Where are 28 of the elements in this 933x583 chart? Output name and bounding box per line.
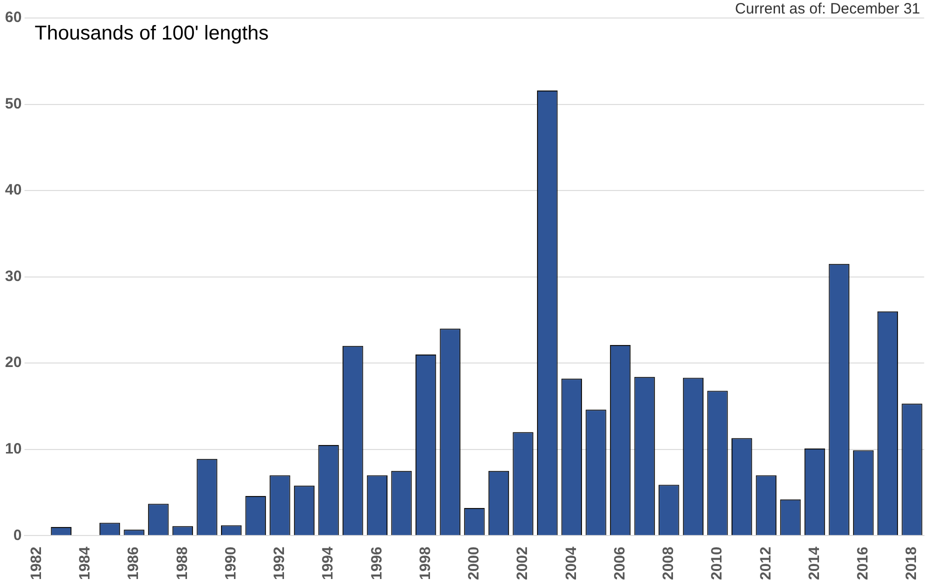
y-axis-title: Thousands of 100' lengths bbox=[34, 22, 269, 45]
x-tick-label: 1990 bbox=[222, 546, 240, 580]
x-tick-label: 2002 bbox=[514, 546, 532, 580]
x-tick-label: 1982 bbox=[28, 546, 45, 580]
x-tick-label: 1992 bbox=[271, 546, 288, 580]
y-tick-label: 10 bbox=[4, 440, 22, 458]
x-tick-label: 2014 bbox=[806, 546, 823, 580]
x-tick-label: 2010 bbox=[708, 546, 726, 580]
x-tick-label: 1988 bbox=[174, 546, 191, 580]
y-tick-label: 60 bbox=[4, 9, 22, 26]
text: Current as of: December 31 bbox=[735, 0, 920, 18]
y-tick-label: 0 bbox=[13, 526, 22, 544]
x-tick-label: 2006 bbox=[611, 546, 628, 580]
x-tick-label: 1986 bbox=[125, 546, 142, 580]
x-tick-label: 2018 bbox=[903, 546, 920, 580]
y-tick-label: 20 bbox=[4, 354, 22, 372]
x-tick-label: 2000 bbox=[466, 546, 483, 580]
x-tick-label: 2008 bbox=[660, 546, 678, 580]
x-tick-label: 2016 bbox=[854, 546, 872, 580]
x-tick-label: 2004 bbox=[562, 546, 580, 580]
y-tick-label: 30 bbox=[4, 268, 22, 285]
x-tick-label: 1996 bbox=[368, 546, 386, 580]
y-tick-label: 40 bbox=[4, 182, 22, 199]
y-tick-label: 50 bbox=[4, 95, 22, 112]
x-tick-label: 1994 bbox=[320, 546, 337, 580]
x-tick-label: 1984 bbox=[76, 546, 94, 580]
x-tick-label: 2012 bbox=[757, 546, 774, 580]
x-tick-label: 1998 bbox=[416, 546, 434, 580]
